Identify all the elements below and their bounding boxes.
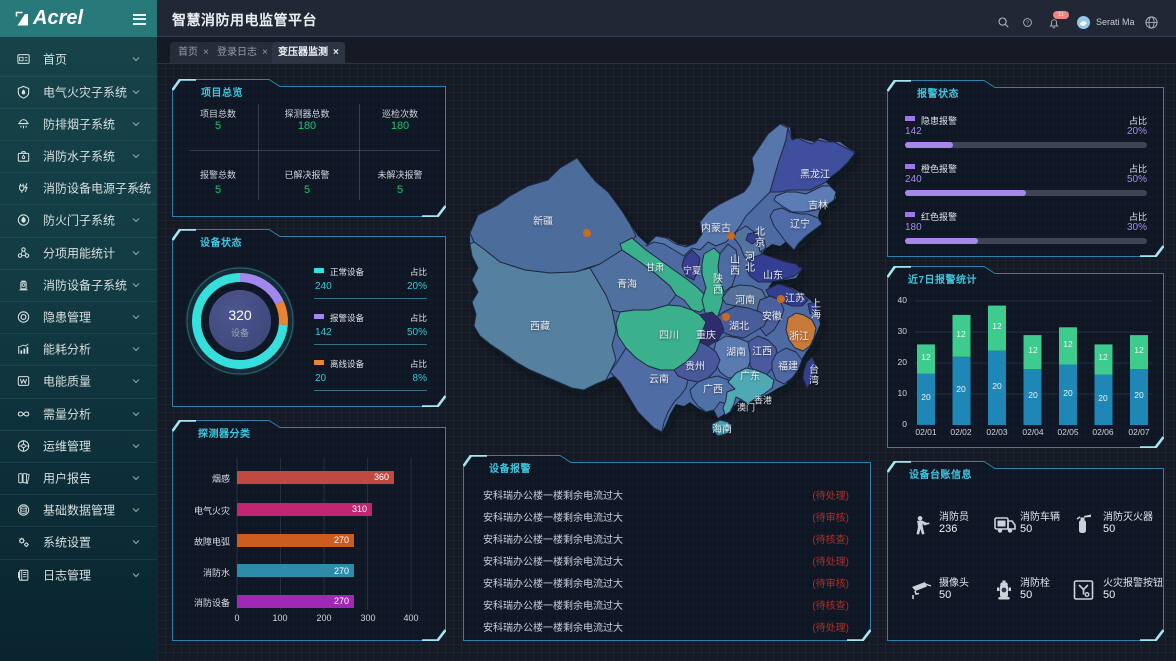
svg-text:?: ? <box>1026 21 1029 27</box>
